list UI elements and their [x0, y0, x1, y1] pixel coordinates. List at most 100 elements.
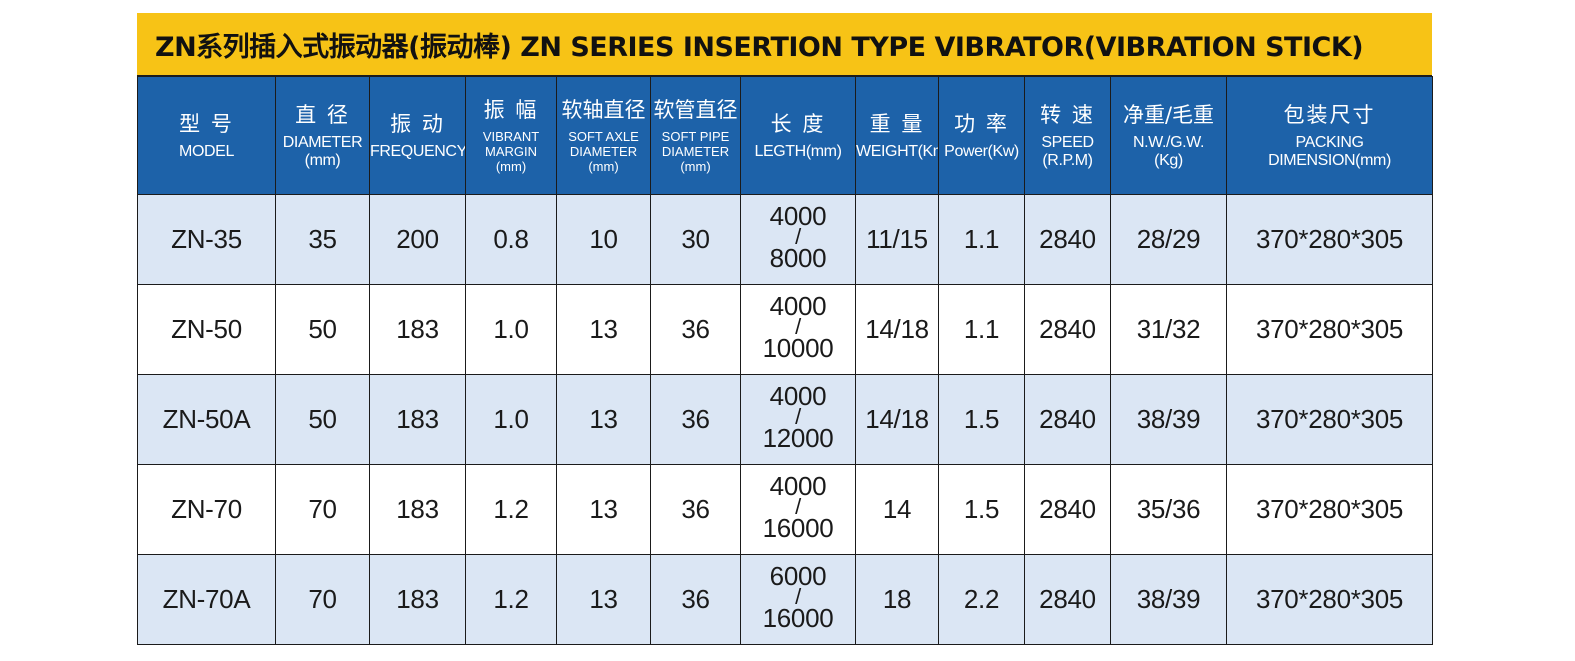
cell-diameter: 70 — [275, 464, 370, 555]
cell-soft-pipe: 36 — [650, 554, 741, 645]
cell-model: ZN-35 — [137, 194, 276, 285]
cell-soft-axle: 10 — [556, 194, 651, 285]
header-label-cn: 直 径 — [295, 102, 350, 127]
cell-net-gross-weight: 35/36 — [1110, 464, 1227, 555]
cell-packing: 370*280*305 — [1226, 374, 1433, 465]
cell-amplitude: 1.2 — [465, 464, 557, 555]
cell-packing: 370*280*305 — [1226, 194, 1433, 285]
length-max: 8000 — [769, 243, 827, 273]
cell-frequency: 183 — [369, 464, 466, 555]
table-row: ZN-50A 50 183 1.0 13 36 4000 / 12000 14/… — [137, 374, 1433, 465]
header-label-cn: 重 量 — [869, 111, 925, 136]
cell-net-gross-weight: 28/29 — [1110, 194, 1227, 285]
cell-weight: 14/18 — [855, 284, 939, 375]
header-soft-axle-diameter: 软轴直径 SOFT AXLE DIAMETER (mm) — [556, 76, 651, 195]
cell-speed: 2840 — [1024, 374, 1111, 465]
length-min: 6000 — [769, 561, 827, 591]
header-label-en: DIAMETER — [661, 144, 730, 159]
header-power: 功 率 Power(Kw) — [938, 76, 1025, 195]
cell-soft-axle: 13 — [556, 554, 651, 645]
header-label-cn: 软管直径 — [653, 98, 738, 122]
cell-power: 1.1 — [938, 284, 1025, 375]
cell-soft-pipe: 36 — [650, 284, 741, 375]
cell-frequency: 200 — [369, 194, 466, 285]
cell-length: 6000 / 16000 — [740, 554, 856, 645]
header-label-cn: 转 速 — [1040, 102, 1095, 127]
cell-frequency: 183 — [369, 554, 466, 645]
length-max: 12000 — [762, 423, 834, 453]
cell-speed: 2840 — [1024, 554, 1111, 645]
cell-net-gross-weight: 38/39 — [1110, 374, 1227, 465]
header-label-en: (mm) — [680, 159, 711, 174]
header-weight: 重 量 WEIGHT(Km) — [855, 76, 939, 195]
header-label-cn: 包装尺寸 — [1283, 102, 1376, 127]
cell-model: ZN-50A — [137, 374, 276, 465]
header-speed: 转 速 SPEED (R.P.M) — [1024, 76, 1111, 195]
header-label-cn: 软轴直径 — [561, 98, 646, 122]
header-label-en: N.W./G.W. — [1132, 133, 1205, 151]
length-separator: / — [795, 404, 801, 429]
cell-speed: 2840 — [1024, 284, 1111, 375]
cell-soft-pipe: 36 — [650, 464, 741, 555]
cell-soft-pipe: 36 — [650, 374, 741, 465]
cell-net-gross-weight: 31/32 — [1110, 284, 1227, 375]
table-header-row: 型 号 MODEL 直 径 DIAMETER (mm) 振 动 FREQUENC… — [137, 76, 1433, 195]
cell-packing: 370*280*305 — [1226, 464, 1433, 555]
header-label-en: DIAMETER — [569, 144, 638, 159]
table-row: ZN-35 35 200 0.8 10 30 4000 / 8000 11/15… — [137, 194, 1433, 285]
cell-soft-axle: 13 — [556, 374, 651, 465]
header-label-cn: 功 率 — [954, 111, 1009, 136]
header-soft-pipe-diameter: 软管直径 SOFT PIPE DIAMETER (mm) — [650, 76, 741, 195]
length-min: 4000 — [769, 381, 827, 411]
cell-net-gross-weight: 38/39 — [1110, 554, 1227, 645]
cell-power: 1.5 — [938, 374, 1025, 465]
header-amplitude: 振 幅 VIBRANT MARGIN (mm) — [465, 76, 557, 195]
length-max: 16000 — [762, 603, 834, 633]
length-min: 4000 — [769, 201, 827, 231]
cell-length: 4000 / 12000 — [740, 374, 856, 465]
header-label-en: SOFT AXLE — [568, 129, 639, 144]
table-row: ZN-50 50 183 1.0 13 36 4000 / 10000 14/1… — [137, 284, 1433, 375]
length-separator: / — [795, 494, 801, 519]
cell-power: 2.2 — [938, 554, 1025, 645]
header-label-en: LEGTH(mm) — [754, 142, 842, 160]
cell-soft-axle: 13 — [556, 464, 651, 555]
cell-diameter: 50 — [275, 374, 370, 465]
header-net-gross-weight: 净重/毛重 N.W./G.W. (Kg) — [1110, 76, 1227, 195]
header-label-en: MARGIN — [485, 144, 537, 159]
cell-model: ZN-70A — [137, 554, 276, 645]
header-label-en: Power(Kw) — [944, 142, 1019, 160]
header-diameter: 直 径 DIAMETER (mm) — [275, 76, 370, 195]
header-label-en: (mm) — [495, 159, 527, 174]
cell-power: 1.5 — [938, 464, 1025, 555]
header-model: 型 号 MODEL — [137, 76, 276, 195]
length-separator: / — [795, 584, 801, 609]
cell-amplitude: 1.0 — [465, 374, 557, 465]
sheet-title: ZN系列插入式振动器(振动棒) ZN SERIES INSERTION TYPE… — [155, 31, 1364, 63]
table-row: ZN-70A 70 183 1.2 13 36 6000 / 16000 18 … — [137, 554, 1433, 645]
header-label-en: (Kg) — [1154, 151, 1183, 169]
header-frequency: 振 动 FREQUENCY — [369, 76, 466, 195]
cell-weight: 14 — [855, 464, 939, 555]
cell-amplitude: 1.2 — [465, 554, 557, 645]
cell-soft-axle: 13 — [556, 284, 651, 375]
cell-amplitude: 1.0 — [465, 284, 557, 375]
header-label-en: (mm) — [588, 159, 619, 174]
header-label-en: MODEL — [179, 142, 234, 160]
length-separator: / — [795, 224, 801, 249]
cell-length: 4000 / 10000 — [740, 284, 856, 375]
spec-sheet: ZN系列插入式振动器(振动棒) ZN SERIES INSERTION TYPE… — [137, 13, 1433, 645]
header-label-cn: 振 动 — [390, 111, 445, 136]
cell-model: ZN-70 — [137, 464, 276, 555]
header-length: 长 度 LEGTH(mm) — [740, 76, 856, 195]
cell-power: 1.1 — [938, 194, 1025, 285]
cell-speed: 2840 — [1024, 464, 1111, 555]
header-label-en: (mm) — [304, 151, 341, 169]
cell-model: ZN-50 — [137, 284, 276, 375]
header-label-cn: 净重/毛重 — [1122, 102, 1215, 127]
header-label-cn: 长 度 — [770, 111, 826, 136]
cell-weight: 14/18 — [855, 374, 939, 465]
cell-frequency: 183 — [369, 374, 466, 465]
header-packing-dimension: 包装尺寸 PACKING DIMENSION(mm) — [1226, 76, 1433, 195]
cell-diameter: 50 — [275, 284, 370, 375]
